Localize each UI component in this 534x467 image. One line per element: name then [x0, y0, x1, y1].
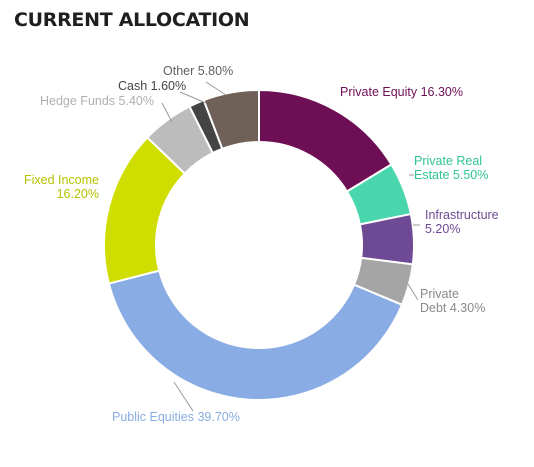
slice-label-public-equities: Public Equities 39.70%	[112, 410, 240, 424]
leader-line-public-equities	[173, 381, 194, 412]
slice-label-private-debt: Private Debt 4.30%	[420, 287, 485, 315]
slice-label-line: Private	[420, 287, 459, 301]
slice-labels: Private Equity 16.30% Private Real Estate …	[24, 64, 499, 424]
slice-other	[202, 88, 260, 151]
slice-label-line: Fixed Income	[24, 173, 99, 187]
label-leader-lines	[161, 81, 420, 412]
slice-label-fixed-income: Fixed Income 16.20%	[24, 173, 99, 201]
slice-label-line: Private Real	[414, 154, 482, 168]
page-title: CURRENT ALLOCATION	[14, 9, 250, 31]
slice-label-private-equity: Private Equity 16.30%	[340, 85, 463, 99]
slice-label-line: 16.20%	[57, 187, 99, 201]
slice-label-hedge-funds: Hedge Funds 5.40%	[40, 94, 154, 108]
leader-line-other	[205, 81, 227, 96]
slice-label-infrastructure: Infrastructure 5.20%	[425, 208, 499, 236]
slice-label-other: Other 5.80%	[163, 64, 233, 78]
slice-label-line: Private Equity 16.30%	[340, 85, 463, 99]
slice-label-line: Estate 5.50%	[414, 168, 488, 182]
slice-label-private-real-estate: Private Real Estate 5.50%	[414, 154, 488, 182]
leader-line-cash	[179, 91, 207, 104]
slice-label-line: 5.20%	[425, 222, 460, 236]
slice-label-cash: Cash 1.60%	[118, 79, 186, 93]
leader-line-private-debt	[407, 283, 419, 301]
slice-public-equities	[107, 269, 404, 401]
donut-slices	[103, 88, 415, 401]
leader-line-hedge-funds	[161, 102, 173, 123]
slice-label-line: Debt 4.30%	[420, 301, 485, 315]
slice-label-line: Other 5.80%	[163, 64, 233, 78]
slice-label-line: Public Equities 39.70%	[112, 410, 240, 424]
slice-label-line: Infrastructure	[425, 208, 499, 222]
slice-label-line: Hedge Funds 5.40%	[40, 94, 154, 108]
slice-label-line: Cash 1.60%	[118, 79, 186, 93]
